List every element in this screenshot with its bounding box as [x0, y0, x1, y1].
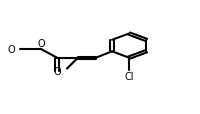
Text: O: O — [37, 39, 45, 49]
Text: Cl: Cl — [124, 71, 134, 81]
Text: O: O — [7, 45, 15, 54]
Text: O: O — [53, 66, 61, 76]
